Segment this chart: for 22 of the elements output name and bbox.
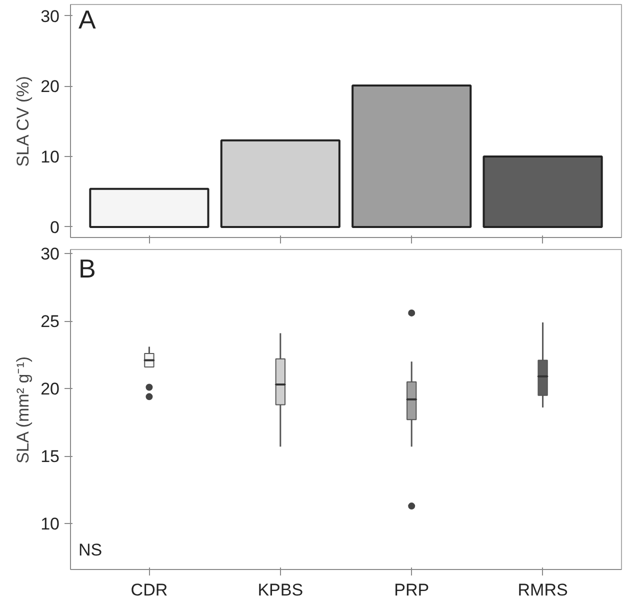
y-tick-label: 0 (50, 218, 60, 237)
bar (220, 139, 340, 228)
y-tick-label: 15 (40, 447, 60, 466)
chart-title: A (78, 4, 96, 34)
bar (482, 156, 603, 228)
annotation: NS (78, 540, 102, 560)
y-tick-label: 20 (40, 77, 60, 96)
x-tick-label: RMRS (518, 580, 568, 600)
y-tick-label: 10 (40, 148, 60, 167)
y-tick-label: 10 (40, 514, 60, 534)
y-axis-title: SLA (mm² g⁻¹) (14, 356, 33, 464)
chart-title: B (78, 254, 96, 284)
y-tick-label: 30 (40, 244, 60, 264)
bar (89, 188, 210, 228)
y-axis-title: SLA CV (%) (14, 76, 33, 167)
y-tick-label: 25 (40, 312, 60, 332)
y-tick-label: 30 (40, 6, 60, 26)
x-tick-label: PRP (394, 580, 430, 600)
y-tick-label: 20 (40, 380, 60, 399)
x-tick-label: KPBS (258, 580, 304, 600)
x-tick-label: CDR (130, 580, 168, 600)
bar (352, 84, 472, 228)
